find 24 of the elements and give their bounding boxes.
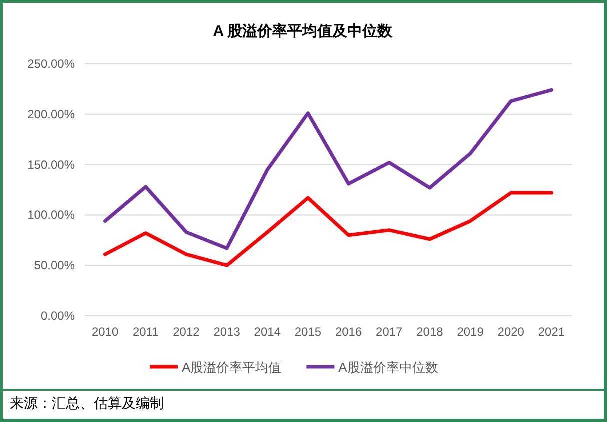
x-tick-label: 2018: [416, 325, 444, 339]
y-tick-label: 250.00%: [28, 57, 76, 71]
x-tick-label: 2012: [173, 325, 200, 339]
x-tick-label: 2013: [214, 325, 241, 339]
x-tick-label: 2016: [335, 325, 362, 339]
y-tick-label: 200.00%: [28, 107, 76, 122]
y-tick-label: 150.00%: [28, 158, 76, 172]
x-tick-label: 2010: [92, 325, 119, 339]
source-note: 来源：汇总、估算及编制: [10, 395, 164, 411]
x-tick-label: 2020: [498, 325, 525, 339]
x-tick-label: 2011: [132, 325, 160, 339]
x-tick-label: 2021: [538, 325, 566, 339]
chart-title: A 股溢价率平均值及中位数: [213, 22, 394, 40]
y-tick-label: 50.00%: [34, 258, 76, 273]
legend-label: A股溢价率平均值: [182, 360, 282, 375]
line-series: [104, 88, 554, 250]
x-tick-label: 2014: [254, 325, 282, 339]
x-tick-label: 2017: [376, 325, 404, 339]
y-tick-label: 100.00%: [28, 208, 76, 222]
line-series: [104, 191, 554, 268]
legend-label: A股溢价率中位数: [338, 360, 438, 375]
x-tick-label: 2019: [457, 325, 484, 339]
y-tick-label: 0.00%: [40, 309, 76, 323]
x-tick-label: 2015: [294, 325, 322, 339]
